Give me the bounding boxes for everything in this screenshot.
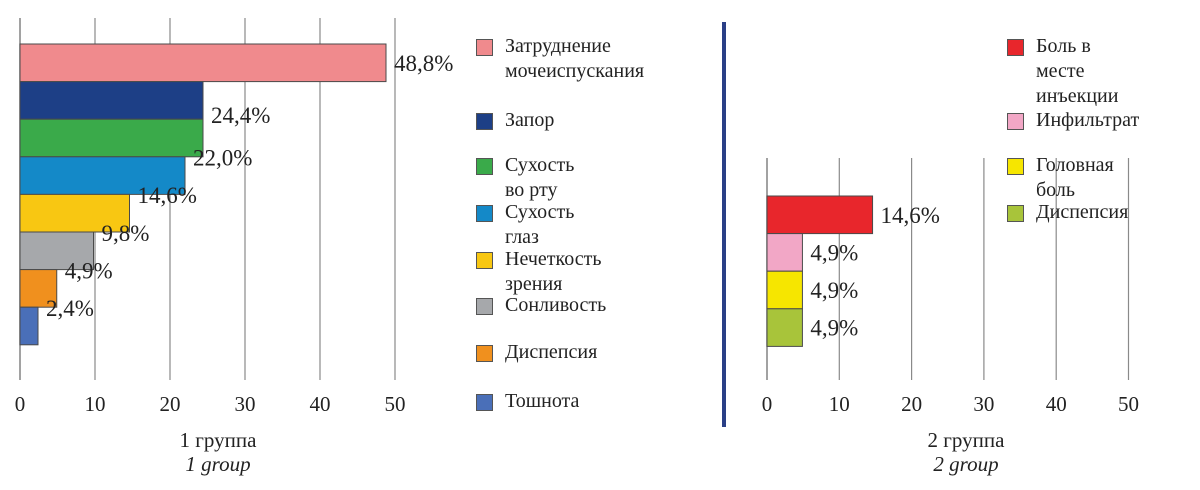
panel-1-subtitle: 1 group	[185, 452, 251, 476]
p1-tick-label-10: 10	[85, 392, 106, 416]
p1-data-label-4: 22,0%	[193, 146, 252, 171]
panel-1-title: 1 группа	[179, 428, 257, 452]
legend-label: Сухость глаз	[505, 201, 575, 248]
p1-tick-label-50: 50	[385, 392, 406, 416]
panel-2-title: 2 группа	[927, 428, 1005, 452]
panel-1-caption: 1 группа 1 group	[108, 428, 328, 476]
legend-label: Тошнота	[505, 390, 580, 412]
legend-label: Запор	[505, 109, 555, 131]
legend-label: Боль в месте инъекции	[1036, 35, 1119, 107]
legend-label: Диспепсия	[1036, 201, 1129, 223]
p2-tick-label-30: 30	[973, 392, 994, 416]
legend-swatch	[476, 205, 493, 222]
p1-tick-label-20: 20	[160, 392, 181, 416]
p2-bar-3	[766, 270, 803, 310]
p2-data-label-1: 14,6%	[881, 203, 940, 228]
p1-data-label-1: 48,8%	[394, 51, 453, 76]
legend-swatch	[476, 394, 493, 411]
p2-bar-1	[766, 195, 874, 235]
p1-data-label-3: 24,4%	[211, 103, 270, 128]
p1-bar-8	[19, 306, 39, 346]
p1-data-label-8: 2,4%	[46, 296, 94, 321]
legend-label: Затруднение мочеиспускания	[505, 35, 645, 82]
p2-tick-label-10: 10	[829, 392, 850, 416]
legend-swatch	[1007, 113, 1024, 130]
legend-swatch	[476, 113, 493, 130]
p2-bar-2	[766, 233, 803, 272]
legend-swatch	[476, 252, 493, 269]
legend-label: Сухость во рту	[505, 154, 575, 201]
p1-data-label-7: 4,9%	[65, 258, 113, 283]
legend-swatch	[1007, 158, 1024, 175]
p1-bar-6	[19, 231, 94, 271]
legend-swatch	[476, 158, 493, 175]
legend-swatch	[476, 345, 493, 362]
legend-swatch	[1007, 205, 1024, 222]
p2-tick-label-0: 0	[762, 392, 773, 416]
panel-2-subtitle: 2 group	[933, 452, 999, 476]
p2-tick-label-50: 50	[1118, 392, 1139, 416]
legend-label: Сонливость	[505, 294, 607, 316]
legend-swatch	[476, 298, 493, 315]
legend-swatch	[1007, 39, 1024, 56]
legend-label: Инфильтрат	[1036, 109, 1140, 131]
panel-separator	[722, 22, 726, 427]
p2-data-label-4: 4,9%	[810, 316, 858, 341]
p1-tick-label-40: 40	[310, 392, 331, 416]
p1-tick-label-30: 30	[235, 392, 256, 416]
p1-data-label-5: 14,6%	[138, 183, 197, 208]
legend-label: Нечеткость зрения	[505, 248, 602, 295]
p2-data-label-3: 4,9%	[810, 278, 858, 303]
p1-bar-1	[19, 43, 387, 83]
legend-swatch	[476, 39, 493, 56]
p1-data-label-6: 9,8%	[102, 221, 150, 246]
p2-tick-label-40: 40	[1046, 392, 1067, 416]
panel-2-caption: 2 группа 2 group	[856, 428, 1076, 476]
p1-bar-2	[19, 81, 204, 120]
p1-tick-label-0: 0	[15, 392, 26, 416]
p2-tick-label-20: 20	[901, 392, 922, 416]
p2-data-label-2: 4,9%	[810, 240, 858, 265]
p2-bar-4	[766, 308, 803, 347]
legend-label: Диспепсия	[505, 341, 598, 363]
legend-label: Головная боль	[1036, 154, 1114, 201]
p1-bar-3	[19, 118, 204, 158]
